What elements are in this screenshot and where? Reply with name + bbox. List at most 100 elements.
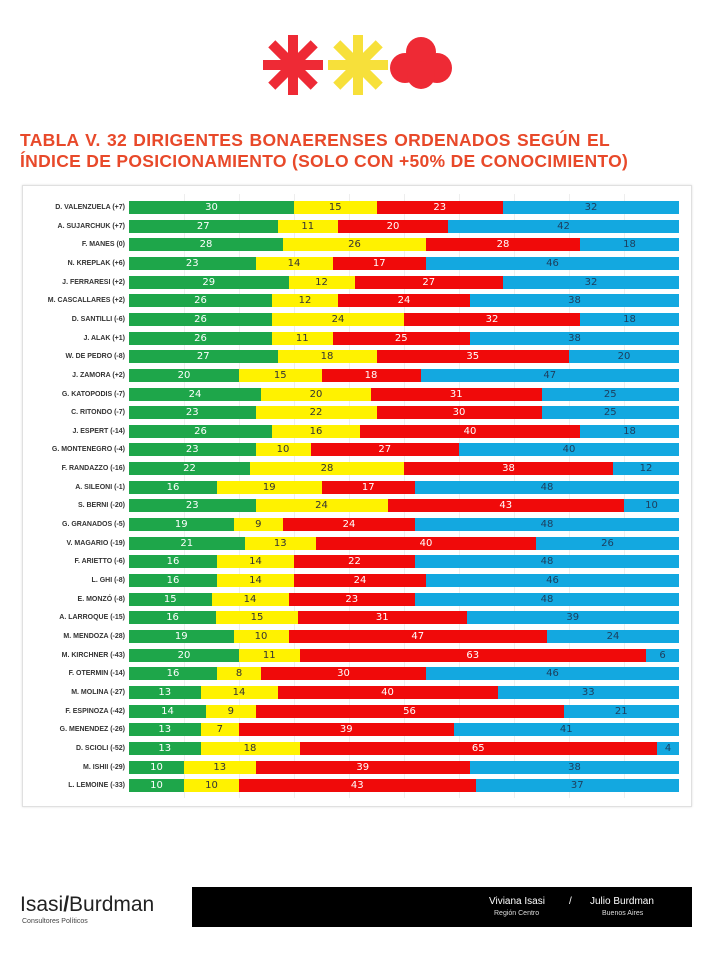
bar-segment-unknown: 40 [459, 443, 679, 457]
category-label: D. VALENZUELA (+7) [55, 204, 125, 211]
bar-segment-positive: 23 [129, 499, 256, 513]
bar-segment-positive: 19 [129, 518, 234, 532]
stacked-bar: 13 18 65 4 [129, 741, 679, 755]
stacked-bar: 20 11 63 6 [129, 648, 679, 662]
bar-segment-neutral: 13 [244, 536, 316, 550]
chart-row: J. ZAMORA (+2) 20 15 18 47 [23, 368, 691, 383]
brand-logo: Isasi/Burdman [20, 893, 154, 917]
bar-segment-neutral: 18 [200, 741, 300, 755]
category-label: F. OTERMIN (-14) [68, 670, 125, 678]
gridline [184, 194, 185, 798]
bar-segment-negative: 17 [321, 480, 415, 494]
bar-segment-neutral: 28 [250, 462, 404, 476]
chart-row: L. LEMOINE (-33) 10 10 43 37 [23, 779, 691, 793]
category-label: N. KREPLAK (+6) [67, 259, 125, 267]
bar-segment-negative: 43 [239, 779, 476, 793]
chart-row: M. MENDOZA (-28) 19 10 47 24 [23, 629, 691, 644]
bar-segment-positive: 10 [129, 760, 184, 774]
category-label: G. MONTENEGRO (-4) [51, 446, 125, 454]
stacked-bar: 26 12 24 38 [129, 294, 679, 308]
stacked-bar: 16 14 24 46 [129, 574, 679, 587]
bar-segment-neutral: 14 [200, 685, 278, 699]
stacked-bar: 13 14 40 33 [129, 685, 679, 699]
chart-panel: D. VALENZUELA (+7) 30 15 23 32 A. SUJARCHUK (… [22, 185, 692, 807]
category-label: F. ESPINOZA (-42) [65, 707, 125, 715]
stacked-bar: 15 14 23 48 [129, 592, 679, 606]
bar-segment-positive: 23 [129, 256, 256, 270]
category-label: L. GHI (-8) [91, 577, 125, 584]
bar-segment-negative: 63 [299, 648, 646, 662]
gridline [349, 194, 350, 798]
bar-segment-unknown: 6 [646, 648, 679, 662]
chart-row: C. RITONDO (-7) 23 22 30 25 [23, 406, 691, 420]
bar-segment-unknown: 20 [569, 350, 679, 364]
bar-segment-negative: 47 [288, 629, 547, 643]
chart-row: M. KIRCHNER (-43) 20 11 63 6 [23, 648, 691, 663]
bar-segment-positive: 21 [129, 536, 245, 550]
bar-segment-positive: 24 [129, 387, 261, 401]
category-label: J. ALAK (+1) [83, 334, 125, 342]
chart-row: F. ARIETTO (-6) 16 14 22 48 [23, 555, 691, 569]
bar-segment-negative: 40 [277, 685, 498, 699]
footer-name1: Viviana Isasi [489, 896, 545, 907]
category-label: A. LARROQUE (-15) [59, 614, 125, 622]
chart-row: J. ALAK (+1) 26 11 25 38 [23, 331, 691, 346]
red-asterisk-icon [263, 35, 323, 95]
bar-segment-neutral: 12 [288, 275, 355, 289]
bar-segment-positive: 14 [129, 704, 206, 718]
stacked-bar: 21 13 40 26 [129, 536, 679, 550]
bar-segment-unknown: 24 [547, 629, 679, 643]
bar-segment-neutral: 7 [200, 723, 239, 737]
bar-segment-neutral: 24 [255, 499, 388, 513]
chart-row: G. KATOPODIS (-7) 24 20 31 25 [23, 387, 691, 402]
footer-sub2: Buenos Aires [602, 910, 644, 917]
bar-segment-unknown: 32 [503, 201, 679, 214]
bar-segment-positive: 15 [129, 592, 212, 606]
stacked-bar: 27 11 20 42 [129, 219, 679, 233]
bar-segment-neutral: 11 [277, 219, 338, 233]
bar-segment-neutral: 20 [261, 387, 371, 401]
stacked-bar: 27 18 35 20 [129, 350, 679, 364]
bar-segment-negative: 43 [387, 499, 624, 513]
bar-segment-positive: 26 [129, 312, 272, 326]
bar-segment-neutral: 26 [283, 238, 426, 252]
category-label: C. RITONDO (-7) [71, 409, 125, 417]
stacked-bar: 19 10 47 24 [129, 629, 679, 643]
bar-segment-negative: 27 [354, 275, 503, 289]
chart-row: L. GHI (-8) 16 14 24 46 [23, 574, 691, 588]
stacked-bar: 16 14 22 48 [129, 555, 679, 569]
bar-segment-negative: 18 [321, 368, 421, 382]
bar-segment-neutral: 16 [272, 424, 360, 438]
stacked-bar: 23 14 17 46 [129, 256, 679, 270]
bar-segment-negative: 23 [376, 201, 503, 214]
bar-segment-positive: 23 [129, 443, 256, 457]
chart-row: A. SILEONI (-1) 16 19 17 48 [23, 480, 691, 495]
bar-segment-positive: 16 [129, 667, 217, 681]
bar-segment-unknown: 18 [580, 424, 679, 438]
bar-segment-positive: 26 [129, 424, 272, 438]
category-label: J. ZAMORA (+2) [72, 371, 125, 379]
brand-left: Isasi [20, 893, 64, 916]
bar-segment-positive: 10 [129, 779, 184, 793]
footer-sub1: Región Centro [494, 910, 540, 917]
bar-segment-unknown: 37 [475, 779, 679, 793]
bar-segment-unknown: 47 [420, 368, 679, 382]
bar-segment-negative: 40 [360, 424, 580, 438]
bar-segment-positive: 13 [129, 741, 201, 755]
bar-segment-neutral: 9 [206, 704, 256, 718]
stacked-bar: 23 22 30 25 [129, 406, 679, 420]
bar-segment-neutral: 15 [239, 368, 322, 382]
category-label: F. RANDAZZO (-16) [61, 465, 125, 473]
bar-segment-negative: 35 [376, 350, 569, 364]
bar-segment-positive: 26 [129, 294, 272, 308]
bar-segment-negative: 30 [376, 406, 542, 420]
stacked-bar: 26 16 40 18 [129, 424, 679, 438]
category-label: J. ESPERT (-14) [72, 427, 125, 435]
chart-row: M. CASCALLARES (+2) 26 12 24 38 [23, 294, 691, 308]
chart-row: D. SANTILLI (-6) 26 24 32 18 [23, 312, 691, 327]
bar-segment-unknown: 10 [624, 499, 679, 513]
bar-segment-positive: 27 [129, 219, 278, 233]
gridline [294, 194, 295, 798]
bar-segment-positive: 28 [129, 238, 283, 252]
bar-segment-neutral: 15 [216, 611, 298, 625]
